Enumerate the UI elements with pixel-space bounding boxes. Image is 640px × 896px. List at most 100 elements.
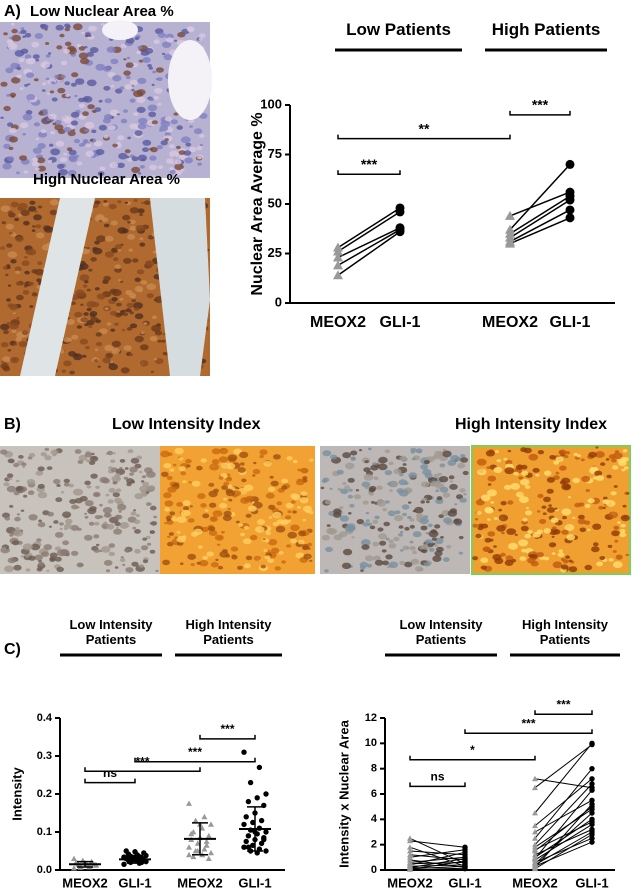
cell: [286, 544, 292, 548]
cell: [24, 270, 30, 275]
cell: [110, 58, 119, 65]
cell: [96, 543, 100, 547]
cell: [24, 32, 32, 38]
cell: [78, 46, 86, 51]
cell: [268, 539, 278, 546]
x-tick-label: GLI-1: [448, 875, 481, 890]
cell: [154, 358, 164, 365]
cell: [211, 448, 221, 455]
cell: [242, 538, 252, 545]
cell: [126, 478, 135, 484]
cell: [139, 165, 145, 169]
data-point: [589, 765, 595, 772]
cell: [595, 475, 604, 481]
cell: [120, 556, 124, 559]
cell: [366, 563, 373, 568]
cell: [373, 555, 381, 561]
cell: [27, 490, 35, 496]
cell: [164, 116, 172, 122]
cell: [398, 525, 404, 529]
cell: [59, 33, 65, 38]
cell: [602, 499, 610, 505]
data-point: [190, 853, 197, 860]
cell: [42, 108, 48, 113]
cell: [16, 513, 20, 516]
data-point: [333, 252, 343, 262]
cell: [382, 560, 389, 566]
cell: [427, 523, 433, 528]
image-caption: Low Nuclear Area %: [30, 3, 174, 20]
cell: [370, 464, 379, 471]
significance-bracket: [199, 734, 256, 740]
cell: [84, 345, 90, 350]
significance-bracket: [409, 755, 536, 761]
cell: [3, 143, 11, 149]
cell: [133, 307, 140, 311]
data-point: [333, 260, 343, 270]
cell: [149, 164, 158, 171]
cell: [94, 515, 101, 520]
cell: [128, 353, 133, 357]
cell: [202, 513, 210, 519]
cell: [34, 210, 38, 213]
cell: [86, 51, 95, 57]
cell: [330, 454, 338, 460]
cell: [135, 225, 145, 232]
data-point: [263, 791, 269, 797]
cell: [3, 330, 9, 335]
cell: [263, 460, 272, 467]
cell: [424, 472, 433, 479]
cell: [124, 467, 129, 470]
cell: [613, 525, 620, 530]
y-tick-label: 100: [260, 96, 282, 111]
x-tick-label: GLI-1: [550, 314, 591, 331]
cell: [519, 556, 527, 561]
cell: [99, 503, 103, 507]
cell: [88, 268, 93, 272]
cell: [434, 544, 438, 547]
cell: [525, 510, 533, 516]
cell: [594, 470, 603, 477]
cell: [38, 519, 42, 523]
cell: [55, 497, 63, 503]
cell: [131, 166, 141, 174]
cell: [564, 524, 575, 531]
significance-label: ns: [103, 766, 117, 780]
cell: [149, 336, 158, 342]
cell: [132, 258, 139, 263]
cell: [587, 528, 591, 532]
data-point: [245, 833, 252, 839]
cell: [137, 123, 147, 130]
cell: [302, 545, 309, 551]
data-point: [250, 819, 256, 826]
cell: [20, 48, 29, 54]
cell: [486, 466, 491, 469]
cell: [200, 458, 207, 463]
cell: [537, 450, 545, 455]
cell: [152, 70, 157, 74]
cell: [553, 460, 559, 465]
cell: [134, 36, 140, 41]
cell: [74, 94, 78, 98]
cell: [15, 479, 20, 483]
cell: [134, 277, 141, 282]
cell: [174, 536, 178, 539]
cell: [387, 482, 392, 486]
cell: [125, 308, 132, 313]
cell: [620, 514, 630, 522]
cell: [290, 538, 297, 544]
cell: [19, 87, 24, 90]
cell: [129, 123, 138, 130]
cell: [180, 509, 191, 517]
cell: [420, 525, 428, 531]
cell: [223, 510, 232, 517]
cell: [527, 557, 536, 564]
cell: [11, 28, 18, 34]
cell: [420, 500, 425, 504]
cell: [557, 552, 565, 558]
cell: [120, 118, 128, 124]
cell: [7, 349, 12, 352]
group-label: Low Intensity Patients: [399, 617, 483, 647]
cell: [83, 139, 89, 143]
cell: [515, 491, 524, 498]
